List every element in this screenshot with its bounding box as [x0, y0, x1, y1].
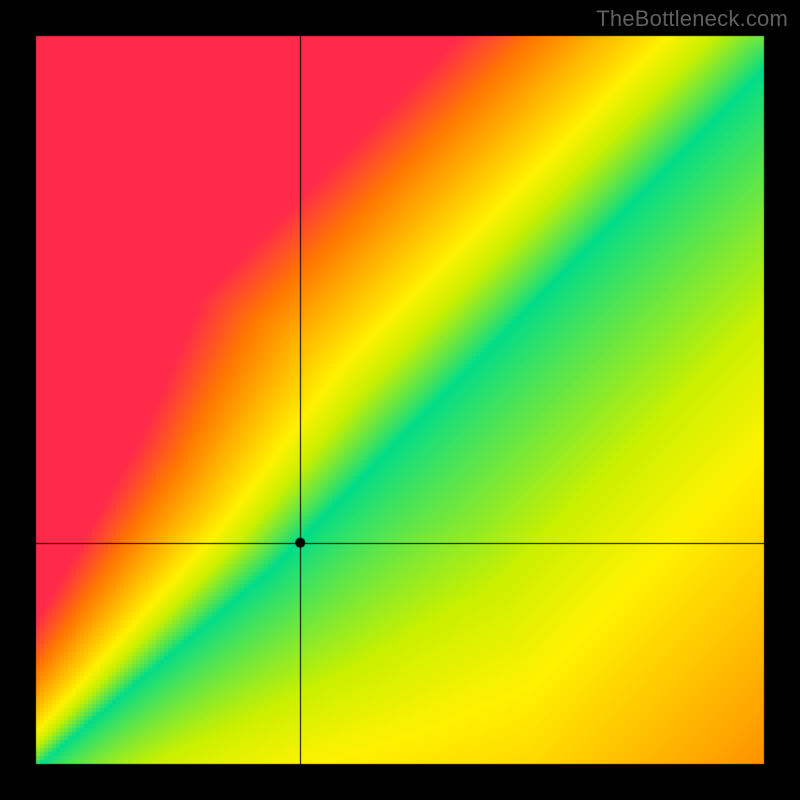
heatmap-canvas	[0, 0, 800, 800]
watermark-text: TheBottleneck.com	[596, 6, 788, 32]
chart-container: TheBottleneck.com	[0, 0, 800, 800]
